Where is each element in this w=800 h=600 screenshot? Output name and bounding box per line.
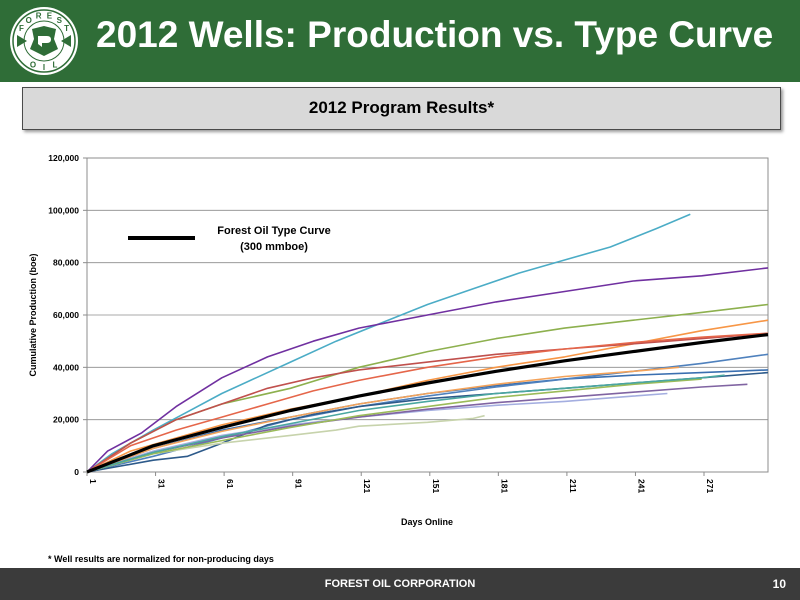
y-axis-label: Cumulative Production (boe): [28, 253, 38, 376]
type-curve-line: [86, 333, 769, 474]
x-tick-label-4: 121: [362, 479, 372, 493]
logo-letter-bottom-0: O: [30, 61, 36, 70]
left-arrow-icon: [17, 35, 27, 47]
y-tick-label-1: 20,000: [53, 415, 79, 425]
logo-letter-top-2: R: [36, 12, 42, 21]
x-tick-label-9: 271: [705, 479, 715, 493]
forest-oil-logo: FO R E STO I L: [10, 7, 78, 75]
well-series-line-11: [86, 383, 748, 473]
x-tick-label-5: 151: [431, 479, 441, 493]
well-series-line-5: [86, 332, 769, 473]
logo-letter-top-4: S: [57, 16, 63, 25]
x-tick-label-8: 241: [636, 479, 646, 493]
logo-letter-top-3: E: [47, 12, 53, 21]
well-series-line-14: [86, 366, 679, 473]
well-series-line-12: [86, 378, 702, 473]
well-series-line-6: [86, 369, 769, 473]
x-tick-label-2: 61: [225, 479, 235, 489]
well-series-line-0: [86, 213, 691, 473]
x-tick-label-3: 91: [294, 479, 304, 489]
logo-letter-top-1: O: [26, 16, 32, 25]
right-arrow-icon: [61, 35, 71, 47]
y-tick-label-0: 0: [74, 467, 79, 477]
footnote: * Well results are normalized for non-pr…: [48, 554, 274, 564]
x-tick-label-1: 31: [157, 479, 167, 489]
legend-label-line1: Forest Oil Type Curve: [217, 225, 331, 237]
page-number: 10: [772, 577, 786, 591]
well-series-line-4: [86, 332, 769, 473]
logo-letter-top-0: F: [19, 24, 24, 33]
well-series-line-1: [86, 267, 769, 473]
program-results-label: 2012 Program Results*: [308, 98, 495, 117]
well-series-line-9: [86, 414, 485, 473]
footer-company: FOREST OIL CORPORATION: [324, 578, 476, 590]
logo-letter-bottom-2: L: [53, 61, 58, 70]
production-chart: 020,00040,00060,00080,000100,000120,000 …: [28, 153, 769, 527]
page-title: 2012 Wells: Production vs. Type Curve: [96, 14, 774, 55]
keystone-letter-p: [38, 36, 51, 47]
logo-letter-bottom-1: I: [43, 63, 45, 72]
y-tick-label-3: 60,000: [53, 310, 79, 320]
x-tick-label-0: 1: [88, 479, 98, 484]
x-tick-label-6: 181: [499, 479, 509, 493]
logo-ring: [12, 9, 76, 73]
x-axis-label: Days Online: [401, 517, 453, 527]
y-tick-label-2: 40,000: [53, 362, 79, 372]
well-series-line-13: [86, 374, 725, 473]
y-tick-label-6: 120,000: [48, 153, 79, 163]
y-tick-label-4: 80,000: [53, 258, 79, 268]
program-results-box: 2012 Program Results*: [22, 87, 781, 130]
x-tick-label-7: 211: [568, 479, 578, 493]
footer-bar: FOREST OIL CORPORATION 10: [0, 568, 800, 600]
y-tick-label-5: 100,000: [48, 205, 79, 215]
logo-letter-top-5: T: [64, 24, 69, 33]
legend-label-line2: (300 mmboe): [240, 241, 308, 253]
well-series-line-7: [86, 353, 769, 473]
